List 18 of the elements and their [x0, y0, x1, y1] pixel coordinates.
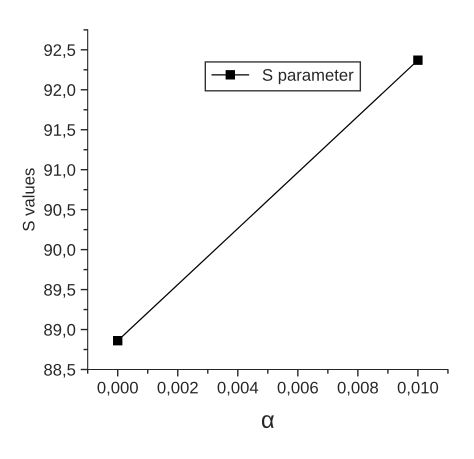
x-tick-label: 0,004	[218, 382, 258, 396]
y-tick-label: 89,0	[44, 324, 76, 338]
y-tick-label: 88,5	[44, 364, 76, 378]
y-tick-label: 91,0	[44, 164, 76, 178]
y-tick-label: 90,5	[44, 204, 76, 218]
legend-label: S parameter	[262, 69, 354, 84]
y-axis-title: S values	[22, 168, 35, 231]
x-tick-label: 0,000	[98, 382, 138, 396]
x-tick-label: 0,006	[278, 382, 318, 396]
x-tick-label: 0,008	[338, 382, 378, 396]
x-tick-label: 0,002	[158, 382, 198, 396]
y-tick-label: 91,5	[44, 124, 76, 138]
y-tick-label: 89,5	[44, 284, 76, 298]
y-tick-label: 90,0	[44, 244, 76, 258]
y-tick-label: 92,5	[44, 44, 76, 58]
x-tick-label: 0,010	[398, 382, 438, 396]
y-tick-label: 92,0	[44, 84, 76, 98]
x-axis-title: α	[262, 415, 274, 428]
